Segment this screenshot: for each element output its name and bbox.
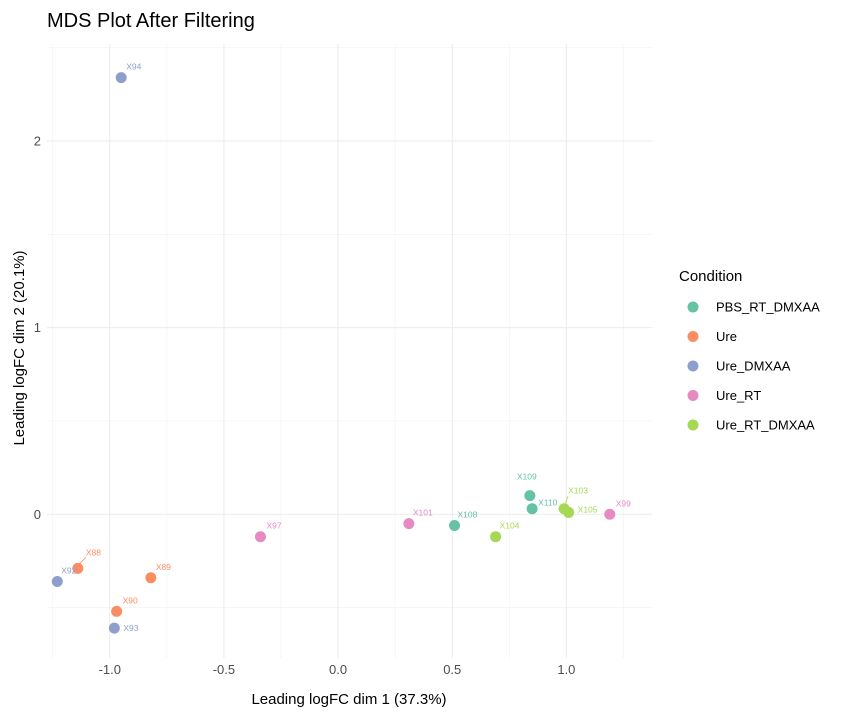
point-labels: X94 X88 X92 X89 X90 X93 X97 X101 X108 X104 X109 X11… [61, 62, 631, 634]
data-point-x92 [51, 575, 63, 587]
point-label-x99: X99 [616, 498, 631, 508]
point-label-x89: X89 [156, 562, 171, 572]
point-label-x90: X90 [123, 595, 138, 605]
point-label-x88: X88 [86, 547, 101, 557]
point-label-x94: X94 [126, 62, 141, 72]
data-point-x97 [254, 531, 266, 543]
data-point-x88 [72, 562, 84, 574]
legend-key-ure [687, 331, 699, 342]
data-point-x90 [111, 605, 123, 617]
grid [47, 44, 652, 658]
legend: Condition PBS_RT_DMXAA Ure Ure_DMXAA Ure_RT… [679, 268, 820, 433]
chart-title: MDS Plot After Filtering [47, 10, 255, 32]
point-label-x103: X103 [568, 486, 588, 496]
legend-key-ure-dmxaa [687, 360, 699, 372]
legend-key-pbs-rt-dmxaa [687, 301, 699, 313]
point-label-x97: X97 [266, 521, 281, 531]
legend-key-ure-rt [687, 390, 699, 401]
data-point-x101 [403, 518, 415, 530]
point-label-x105: X105 [578, 504, 598, 514]
data-point-x110 [526, 503, 538, 515]
point-label-leader [564, 495, 569, 505]
point-label-x108: X108 [458, 509, 478, 519]
point-label-leader [78, 557, 87, 565]
point-label-x110: X110 [538, 498, 557, 508]
legend-label: Ure_RT_DMXAA [716, 418, 815, 433]
legend-label: Ure_RT [716, 388, 761, 403]
point-label-x93: X93 [123, 623, 138, 633]
point-label-x101: X101 [413, 508, 433, 518]
x-tick-label: 0.5 [443, 662, 461, 677]
y-axis-ticks: 0 1 2 [34, 134, 41, 522]
y-tick-label: 1 [34, 320, 41, 335]
y-tick-label: 0 [34, 507, 41, 522]
x-axis-title: Leading logFC dim 1 (37.3%) [251, 691, 446, 708]
x-tick-label: -1.0 [99, 662, 121, 677]
x-tick-label: 0.0 [329, 662, 347, 677]
legend-entries: PBS_RT_DMXAA Ure Ure_DMXAA Ure_RT Ure_RT_DMX… [687, 300, 820, 433]
data-point-x108 [449, 519, 461, 531]
data-point-x104 [490, 531, 502, 543]
legend-label: Ure_DMXAA [716, 359, 791, 374]
legend-label: Ure [716, 329, 737, 344]
data-point-x93 [108, 622, 120, 634]
legend-label: PBS_RT_DMXAA [716, 300, 820, 315]
data-point-x105 [563, 506, 575, 518]
data-point-x109 [524, 490, 536, 502]
legend-key-ure-rt-dmxaa [687, 419, 699, 431]
legend-title: Condition [679, 268, 742, 285]
data-point-x94 [115, 72, 127, 84]
data-points [51, 72, 616, 634]
point-label-x104: X104 [500, 521, 520, 531]
y-tick-label: 2 [34, 134, 41, 149]
data-point-x89 [145, 572, 157, 584]
x-tick-label: -0.5 [213, 662, 235, 677]
point-label-x109: X109 [517, 472, 537, 482]
data-point-x99 [604, 508, 616, 520]
y-axis-title: Leading logFC dim 2 (20.1%) [11, 250, 28, 445]
x-tick-label: 1.0 [557, 662, 575, 677]
x-axis-ticks: -1.0 -0.5 0.0 0.5 1.0 [99, 662, 576, 677]
point-label-x92: X92 [61, 565, 76, 575]
